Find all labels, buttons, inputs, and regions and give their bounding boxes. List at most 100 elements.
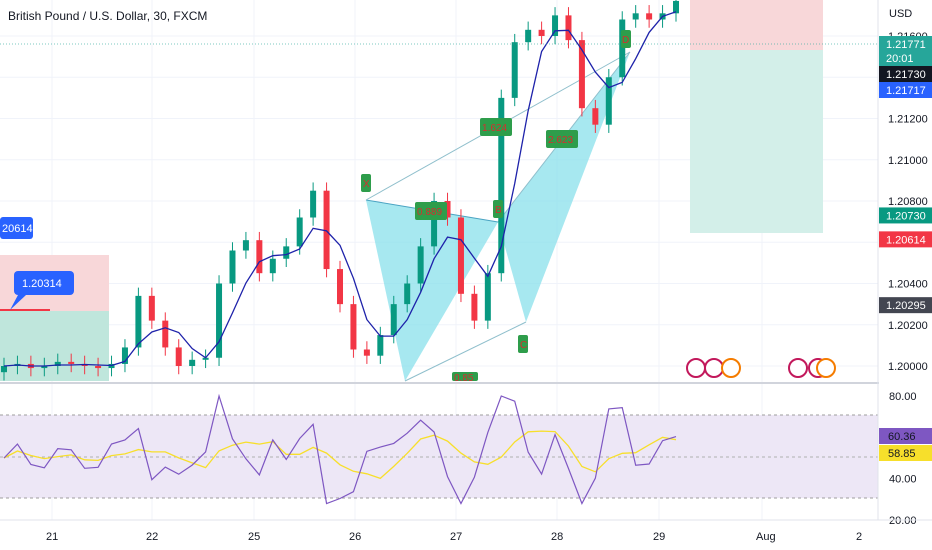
price-marker — [879, 207, 932, 224]
candle-body — [538, 29, 545, 36]
price-marker-label: 1.21717 — [886, 85, 926, 97]
svg-text:D: D — [622, 35, 629, 46]
left-price-tag: 20614 — [0, 217, 33, 239]
price-axis-markers: 1.21771 20:01 1.21730 1.21717 1.20730 1.20614… — [879, 36, 932, 314]
candle-body — [242, 240, 249, 251]
svg-text:2.623: 2.623 — [548, 135, 573, 146]
candle-body — [444, 201, 451, 218]
time-tick-label: 21 — [46, 531, 58, 543]
time-tick-label: 25 — [248, 531, 260, 543]
candle-body — [431, 201, 438, 247]
candle-body — [673, 0, 679, 14]
candle-body — [525, 29, 532, 43]
rsi-tick-label: 80.00 — [889, 391, 917, 403]
rsi-axis-markers: 60.36 58.85 — [879, 428, 932, 461]
candle-body — [578, 40, 585, 109]
candle-body — [417, 246, 424, 284]
candle-body — [1, 366, 7, 373]
rsi-marker-label: 58.85 — [888, 448, 916, 460]
candle-body — [202, 357, 209, 360]
candle-body — [283, 246, 290, 259]
candle-body — [404, 283, 411, 305]
candle-body — [471, 293, 478, 321]
price-tick-label: 1.20800 — [888, 196, 928, 208]
price-tick-label: 1.20200 — [888, 320, 928, 332]
pattern-ratio-bd: 2.623 — [546, 130, 578, 148]
candle-body — [135, 295, 142, 348]
time-tick-label: 27 — [450, 531, 462, 543]
left-reward-zone — [0, 311, 109, 381]
pattern-point-b: B — [493, 200, 503, 218]
time-tick-label: 28 — [551, 531, 563, 543]
left-callout[interactable]: 1.20314 — [10, 271, 74, 310]
price-marker — [879, 231, 932, 248]
candle-body — [457, 217, 464, 294]
candle-body — [632, 13, 639, 20]
trade-profit-zone — [690, 0, 823, 50]
rsi-marker-label: 60.36 — [888, 431, 916, 443]
price-marker-countdown: 20:01 — [886, 53, 914, 65]
price-tick-label: 1.21200 — [888, 114, 928, 126]
rsi-marker — [879, 428, 932, 444]
candle-body — [605, 77, 612, 125]
trade-loss-zone — [690, 50, 823, 233]
time-tick-label: 26 — [349, 531, 361, 543]
rsi-tick-label: 20.00 — [889, 515, 917, 527]
price-tick-label: 1.20400 — [888, 279, 928, 291]
time-axis-ticks[interactable]: 21 22 25 26 27 28 29 Aug 2 — [46, 531, 862, 543]
time-tick-label: 22 — [146, 531, 158, 543]
candle-body — [41, 366, 48, 369]
candle-body — [484, 273, 491, 321]
rsi-tick-label: 40.00 — [889, 474, 917, 486]
pattern-point-x: X — [361, 174, 371, 192]
time-tick-label: Aug — [756, 531, 776, 543]
svg-text:1.624: 1.624 — [482, 123, 507, 134]
svg-text:C: C — [520, 340, 527, 351]
candle-body — [310, 190, 317, 218]
rsi-axis-ticks: 80.00 40.00 20.00 — [889, 391, 917, 527]
price-tick-label: 1.20000 — [888, 361, 928, 373]
candle-body — [511, 42, 518, 98]
candle-body — [619, 19, 626, 78]
svg-text:20614: 20614 — [2, 223, 33, 235]
price-marker-label: 1.20295 — [886, 300, 926, 312]
svg-text:X: X — [363, 179, 370, 190]
time-tick-label: 2 — [856, 531, 862, 543]
candle-body — [323, 190, 330, 270]
price-tick-label: 1.21000 — [888, 155, 928, 167]
candle-body — [350, 304, 357, 350]
price-marker-label: 1.20730 — [886, 210, 926, 222]
price-marker — [879, 82, 932, 98]
candle-body — [175, 347, 182, 366]
price-marker — [879, 36, 932, 66]
svg-text:0.85: 0.85 — [454, 373, 474, 384]
candle-body — [216, 283, 223, 358]
candle-body — [54, 361, 61, 366]
pattern-ratio-xd: 1.624 — [480, 118, 512, 136]
candle-body — [377, 335, 384, 356]
candle-body — [337, 269, 343, 305]
candle-body — [592, 108, 599, 125]
moving-average-line — [3, 11, 677, 367]
candle-body — [256, 240, 263, 274]
pattern-ratio-xb: 0.889 — [415, 202, 447, 220]
candle-body — [552, 15, 559, 36]
rsi-line — [3, 393, 677, 505]
chart-title: British Pound / U.S. Dollar, 30, FXCM — [8, 9, 207, 23]
candle-body — [95, 366, 102, 369]
candle-body — [189, 359, 196, 366]
candle-body — [363, 349, 370, 356]
candle-body — [162, 320, 169, 348]
harmonic-ac-dotted — [404, 321, 527, 382]
price-marker-label: 1.21771 — [886, 39, 926, 51]
candle-body — [229, 250, 236, 284]
pattern-ratio-ac: 0.85 — [452, 372, 478, 384]
time-tick-label: 29 — [653, 531, 665, 543]
economic-events[interactable] — [686, 358, 836, 378]
candle-body — [121, 347, 128, 364]
svg-text:1.20314: 1.20314 — [22, 278, 62, 290]
candle-body — [646, 13, 653, 20]
candle-body — [498, 97, 505, 274]
candle-body — [296, 217, 303, 247]
